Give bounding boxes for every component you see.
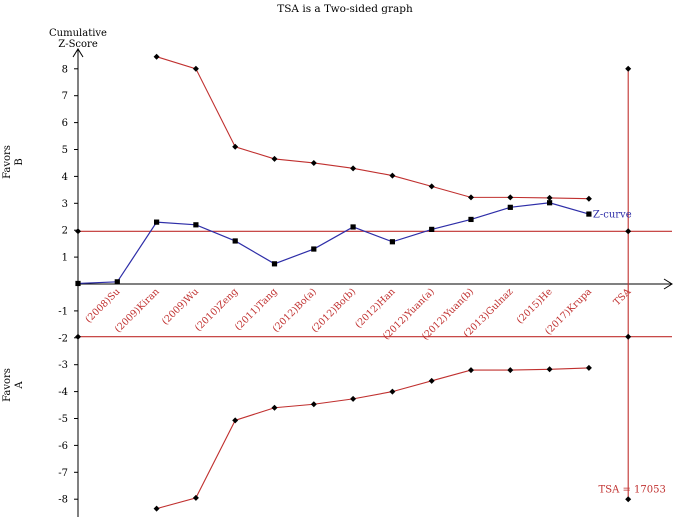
tsa-value-label: TSA = 17053 <box>599 484 666 495</box>
y-tick-label: 1 <box>62 253 68 264</box>
z-curve-group <box>75 200 592 287</box>
upper-boundary-point <box>507 194 514 201</box>
upper-boundary-point <box>350 165 357 172</box>
favors-a-label-line1: Favors <box>2 368 13 402</box>
z-curve-point <box>154 219 160 225</box>
upper-boundary-point <box>585 195 592 202</box>
y-tick-label: 5 <box>62 145 68 156</box>
lower-boundary-point <box>585 364 592 371</box>
lower-boundary-point <box>232 417 239 424</box>
lower-boundary-point <box>507 367 514 374</box>
lower-boundary-point <box>271 404 278 411</box>
favors-b-label-line2: B <box>14 158 25 165</box>
upper-boundary-point <box>310 159 317 166</box>
upper-boundary-point <box>271 155 278 162</box>
y-tick-label: -6 <box>58 441 68 452</box>
lower-boundary-point <box>153 505 160 512</box>
z-curve-point <box>232 238 238 244</box>
axes <box>72 48 673 517</box>
tsa-line-point <box>625 333 632 340</box>
upper-boundary-line <box>156 56 589 200</box>
tsa-line-point <box>625 228 632 235</box>
z-curve-point <box>507 204 513 210</box>
lower-boundary-line <box>156 367 589 510</box>
upper-boundary-point <box>153 53 160 60</box>
y-tick-label: -7 <box>58 468 68 479</box>
y-tick-label: -4 <box>58 387 68 398</box>
z-curve-line <box>77 202 590 285</box>
tsa-line-point <box>625 65 632 72</box>
upper-boundary-point <box>428 183 435 190</box>
category-label: (2009)Wu <box>160 286 201 327</box>
conventional-boundary-point <box>75 228 81 235</box>
y-tick-label: -8 <box>58 495 68 506</box>
y-axis-label: Cumulative Z-Score <box>49 28 107 50</box>
z-curve-point <box>114 279 120 285</box>
lower-boundary-point <box>350 395 357 402</box>
lower-boundary-point <box>428 377 435 384</box>
conventional-boundary-point <box>75 333 81 340</box>
y-tick-label: 2 <box>62 226 68 237</box>
upper-boundary-point <box>192 65 199 72</box>
lower-boundary-point <box>192 494 199 501</box>
reference-lines <box>78 68 672 500</box>
favors-b-label-line1: Favors <box>2 145 13 179</box>
y-tick-label: -1 <box>58 306 68 317</box>
category-label: (2015)He <box>515 286 555 326</box>
y-tick-label: 7 <box>62 91 68 102</box>
chart-title: TSA is a Two-sided graph <box>277 3 413 15</box>
z-curve-point <box>75 280 81 287</box>
tsa-line-point <box>625 496 632 503</box>
lower-boundary-point <box>468 367 474 374</box>
upper-boundary-point <box>232 143 239 150</box>
y-tick-label: 8 <box>62 64 68 75</box>
z-curve-point <box>271 261 278 267</box>
z-curve-point <box>547 200 553 206</box>
y-tick-label: 6 <box>62 118 68 129</box>
z-curve-point <box>468 216 474 223</box>
lower-boundary-point <box>310 401 317 408</box>
upper-boundary-point <box>468 194 474 201</box>
z-curve-point <box>389 239 395 245</box>
y-tick-label: 3 <box>62 199 68 210</box>
y-ticks: -8 -7 -6 -5 -4 -3 -2 -1 1 2 3 4 5 6 7 8 <box>58 64 78 506</box>
category-label: TSA <box>612 286 634 308</box>
z-curve-point <box>429 226 435 232</box>
upper-boundary-point <box>546 194 553 201</box>
z-curve-point <box>350 224 356 230</box>
z-curve-point <box>311 246 317 252</box>
boundaries <box>75 53 632 512</box>
upper-boundary-point <box>389 172 396 179</box>
y-tick-label: -3 <box>58 360 68 371</box>
favors-a-label-line2: A <box>14 381 25 390</box>
category-labels: (2008)Su(2009)Kiran(2009)Wu(2010)Zeng(20… <box>83 286 633 342</box>
y-tick-label: 4 <box>62 172 68 183</box>
z-curve-point <box>586 211 592 217</box>
z-curve-point <box>193 222 199 228</box>
y-tick-label: -5 <box>58 414 68 425</box>
lower-boundary-point <box>546 366 553 373</box>
category-label: (2008)Su <box>83 286 122 325</box>
y-tick-label: -2 <box>58 333 68 344</box>
x-axis-arrow <box>663 278 673 290</box>
z-curve-label: Z-curve <box>593 210 632 221</box>
lower-boundary-point <box>389 388 396 395</box>
y-axis-arrow <box>72 48 84 58</box>
